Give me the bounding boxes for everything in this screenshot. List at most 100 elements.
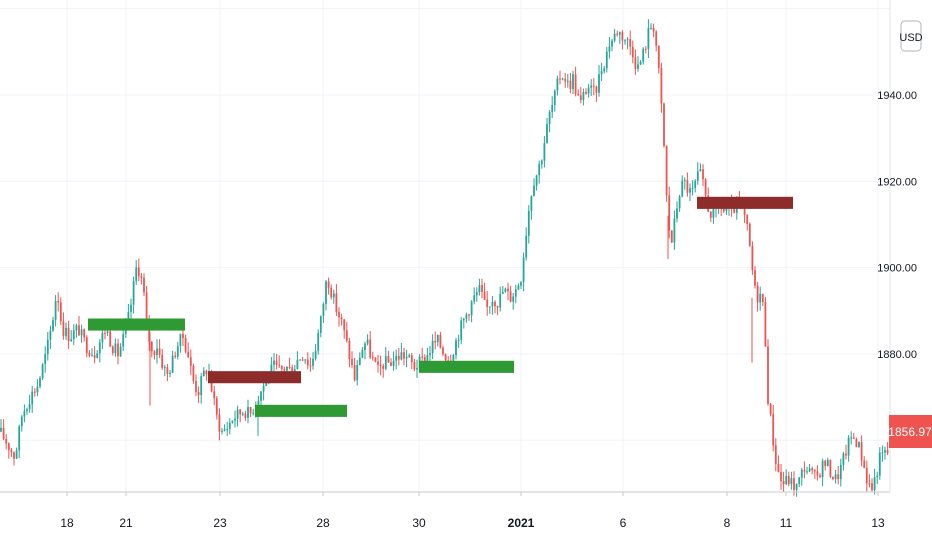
candle-body-up <box>322 303 325 317</box>
support-zone[interactable] <box>419 360 514 373</box>
candle-body-up <box>673 218 676 243</box>
time-axis[interactable]: 18 21 23 28 30 2021 6 8 11 13 <box>60 492 885 530</box>
price-axis[interactable]: 1880.00 1900.00 1920.00 1940.00 <box>877 90 917 361</box>
candle-body-down <box>761 293 764 303</box>
candle-body-up <box>465 314 468 319</box>
candle-body-up <box>826 460 829 466</box>
candle-body-down <box>278 364 281 366</box>
candle-body-down <box>327 281 330 288</box>
candle-body-down <box>413 361 416 370</box>
candle-body-down <box>496 306 499 308</box>
candle-body-up <box>608 46 611 52</box>
last-price-tag: 1856.97 <box>888 415 932 448</box>
candle-body-down <box>743 206 746 215</box>
x-tick-label: 2021 <box>508 516 535 530</box>
candle-body-down <box>871 483 873 491</box>
candle-body-down <box>192 365 195 382</box>
candle-body-up <box>689 188 691 193</box>
candle-body-down <box>559 78 561 80</box>
candle-body-down <box>733 208 736 213</box>
candle-body-up <box>878 452 881 476</box>
candle-body-down <box>754 270 756 286</box>
candle-body-down <box>174 355 177 357</box>
candle-body-down <box>137 267 140 277</box>
candle-body-down <box>335 293 338 312</box>
candle-body-up <box>356 364 359 381</box>
x-tick-label: 28 <box>316 516 330 530</box>
candle-body-down <box>197 391 200 396</box>
x-tick-label: 6 <box>620 516 627 530</box>
candle-body-up <box>538 164 541 176</box>
candle-body-up <box>691 188 694 190</box>
y-tick-label: 1880.00 <box>877 349 917 361</box>
candle-body-down <box>722 207 725 212</box>
candle-body-up <box>26 409 28 412</box>
candle-body-up <box>200 376 203 396</box>
candle-body-up <box>759 293 762 303</box>
candle-body-down <box>494 301 496 307</box>
support-zone[interactable] <box>255 404 347 417</box>
candle-body-down <box>7 443 10 450</box>
resistance-zone[interactable] <box>208 371 301 384</box>
candle-body-down <box>585 92 587 94</box>
candle-body-up <box>319 316 322 333</box>
last-price-tag-box <box>889 415 932 448</box>
candle-body-up <box>533 185 535 197</box>
candle-body-up <box>163 367 166 369</box>
candle-body-up <box>712 207 715 218</box>
candle-body-down <box>657 45 660 68</box>
candle-body-up <box>135 267 138 282</box>
candle-body-up <box>525 235 528 258</box>
candle-body-down <box>746 214 749 224</box>
candle-body-up <box>49 330 52 340</box>
candle-body-down <box>301 359 304 361</box>
currency-badge[interactable]: USD <box>899 20 923 52</box>
candle-body-down <box>109 331 112 347</box>
candle-body-up <box>587 87 590 94</box>
candle-body-down <box>67 327 70 341</box>
candle-body-up <box>514 289 517 297</box>
candle-body-down <box>579 95 582 100</box>
candle-body-up <box>395 355 398 361</box>
candle-body-down <box>140 276 143 278</box>
resistance-zone[interactable] <box>697 196 793 209</box>
candle-body-up <box>457 339 460 341</box>
candle-body-up <box>566 80 569 82</box>
candle-body-down <box>306 359 309 366</box>
candle-body-up <box>241 413 244 415</box>
candle-body-down <box>104 332 106 334</box>
candle-body-up <box>36 386 39 393</box>
candle-body-up <box>314 350 317 359</box>
candle-body-up <box>223 429 226 431</box>
candle-body-down <box>85 337 88 354</box>
candle-body-up <box>18 426 21 451</box>
candle-body-down <box>486 299 489 307</box>
candle-body-up <box>176 346 179 357</box>
candle-body-down <box>442 347 444 355</box>
candle-body-up <box>650 27 652 29</box>
candle-body-up <box>202 370 205 377</box>
candle-body-down <box>774 445 777 465</box>
candle-body-up <box>119 346 122 357</box>
x-tick-label: 11 <box>780 516 793 530</box>
candle-body-down <box>244 413 247 418</box>
candle-body-down <box>481 285 483 292</box>
candle-body-up <box>286 366 288 371</box>
candle-body-up <box>364 343 366 351</box>
support-zone[interactable] <box>88 318 185 331</box>
candle-body-down <box>631 46 634 58</box>
candle-body-down <box>182 333 184 338</box>
candle-body-down <box>369 339 372 358</box>
x-tick-label: 8 <box>724 516 731 530</box>
candle-body-down <box>660 67 663 104</box>
candle-body-down <box>702 169 704 180</box>
candle-body-up <box>122 334 125 347</box>
candle-body-down <box>629 39 632 47</box>
candle-body-up <box>512 296 515 302</box>
candle-body-up <box>436 334 439 343</box>
candle-body-down <box>865 467 868 484</box>
candle-body-up <box>462 318 465 321</box>
candle-body-up <box>491 301 494 307</box>
